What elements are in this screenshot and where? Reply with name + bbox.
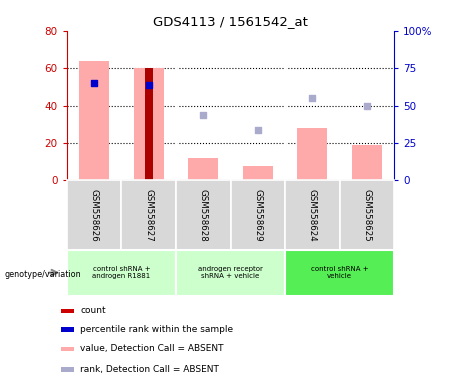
- Bar: [61, 367, 74, 371]
- Text: count: count: [80, 306, 106, 315]
- Point: [363, 103, 371, 109]
- Text: percentile rank within the sample: percentile rank within the sample: [80, 325, 233, 334]
- Point: [254, 127, 261, 133]
- Bar: [285, 180, 340, 250]
- Bar: [243, 166, 273, 180]
- Bar: [61, 347, 74, 351]
- Bar: [121, 180, 176, 250]
- Text: GSM558624: GSM558624: [308, 189, 317, 242]
- Bar: [285, 250, 394, 296]
- Text: value, Detection Call = ABSENT: value, Detection Call = ABSENT: [80, 344, 224, 353]
- Text: control shRNA +
androgen R1881: control shRNA + androgen R1881: [92, 266, 151, 279]
- Point: [200, 112, 207, 118]
- Bar: [352, 145, 382, 180]
- Text: GSM558625: GSM558625: [362, 189, 372, 242]
- Text: GSM558629: GSM558629: [253, 189, 262, 242]
- Bar: [230, 180, 285, 250]
- Text: GSM558627: GSM558627: [144, 189, 153, 242]
- Bar: [340, 180, 394, 250]
- Bar: [145, 68, 153, 180]
- Point: [309, 95, 316, 101]
- Bar: [67, 180, 121, 250]
- Bar: [176, 250, 285, 296]
- Bar: [188, 158, 218, 180]
- Bar: [61, 327, 74, 332]
- Bar: [67, 250, 176, 296]
- Text: GSM558628: GSM558628: [199, 189, 208, 242]
- Bar: [134, 68, 164, 180]
- Point: [145, 82, 152, 88]
- Text: control shRNA +
vehicle: control shRNA + vehicle: [311, 266, 368, 279]
- Text: androgen receptor
shRNA + vehicle: androgen receptor shRNA + vehicle: [198, 266, 263, 279]
- Text: GSM558626: GSM558626: [89, 189, 99, 242]
- Title: GDS4113 / 1561542_at: GDS4113 / 1561542_at: [153, 15, 308, 28]
- Text: rank, Detection Call = ABSENT: rank, Detection Call = ABSENT: [80, 365, 219, 374]
- Bar: [297, 128, 327, 180]
- Bar: [79, 61, 109, 180]
- Bar: [176, 180, 230, 250]
- Text: genotype/variation: genotype/variation: [5, 270, 81, 280]
- Bar: [61, 309, 74, 313]
- Point: [90, 80, 98, 86]
